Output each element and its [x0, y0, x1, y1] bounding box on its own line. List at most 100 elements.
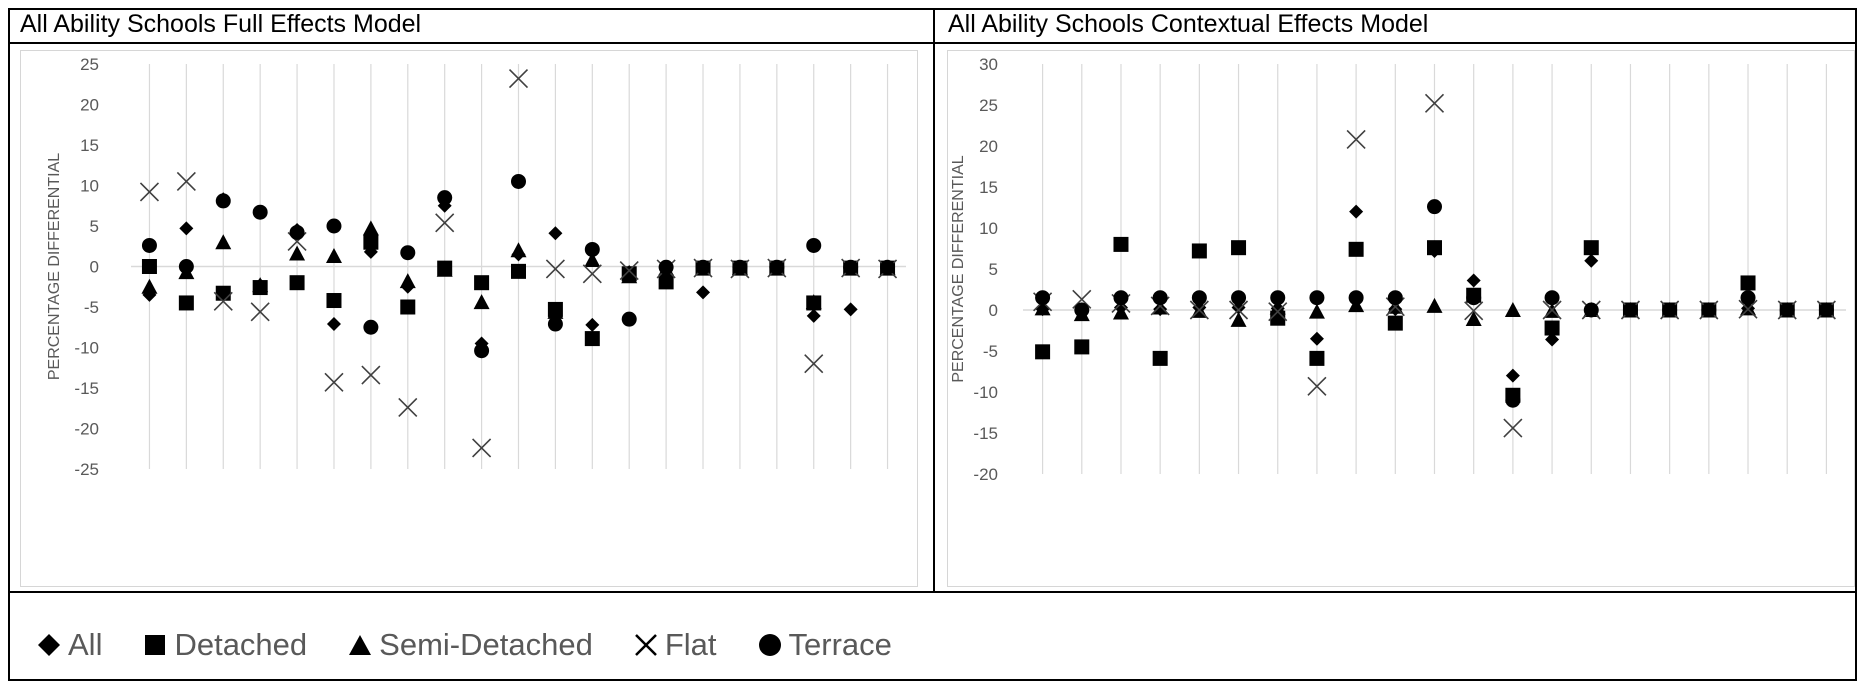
terrace-point	[1191, 290, 1207, 306]
left-chart-area: 25 20 15 10 5 0 -5 -10 -15 -20 -25 PERCENTAGE DIFFE…	[20, 50, 918, 587]
terrace-point	[178, 259, 194, 274]
terrace-point	[1152, 290, 1168, 306]
y-tick-label: 0	[989, 301, 998, 320]
y-axis-label: PERCENTAGE DIFFERENTIAL	[950, 155, 967, 382]
terrace-point	[215, 193, 231, 209]
terrace-point	[252, 204, 268, 220]
detached-point	[658, 274, 674, 290]
terrace-point	[141, 237, 157, 253]
terrace-point	[695, 259, 711, 275]
terrace-point	[1583, 302, 1599, 318]
flat-point	[1268, 302, 1288, 322]
terrace-point	[511, 173, 526, 189]
y-tick-label: 15	[979, 178, 998, 197]
semi-detached-point	[399, 273, 416, 289]
terrace-point	[584, 241, 600, 257]
flat-point	[1072, 289, 1092, 309]
legend: All Detached Semi-Detached Flat Terrace	[36, 620, 932, 670]
y-tick-label: -5	[84, 298, 99, 317]
y-tick-label: -20	[973, 465, 998, 484]
right-chart-svg: 30 25 20 15 10 5 0 -5 -10 -15 -20 PERCENTAGE DIFFER…	[950, 55, 1846, 484]
terrace-point	[1387, 290, 1403, 306]
legend-item-flat: Flat	[633, 627, 717, 663]
terrace-point	[1544, 290, 1560, 306]
all-point	[548, 226, 563, 241]
y-tick-label: 20	[979, 137, 998, 156]
detached-point	[363, 234, 379, 250]
flat-point	[213, 291, 233, 311]
all-point	[1231, 300, 1246, 315]
flat-point	[582, 264, 602, 284]
flat-point	[1464, 301, 1484, 321]
semi-detached-point	[805, 294, 822, 310]
y-axis-label: PERCENTAGE DIFFERENTIAL	[46, 153, 63, 380]
detached-point	[1191, 243, 1207, 259]
flat-point	[398, 397, 418, 418]
legend-item-semi-detached: Semi-Detached	[347, 627, 593, 663]
terrace-point	[1113, 290, 1129, 306]
detached-point	[326, 293, 342, 309]
detached-point	[1740, 275, 1756, 291]
legend-label: Semi-Detached	[379, 627, 593, 662]
y-tick-label: -15	[74, 379, 99, 398]
semi-detached-point	[1504, 302, 1521, 317]
flat-point	[472, 438, 492, 458]
semi-detached-point	[215, 234, 232, 250]
legend-item-all: All	[36, 627, 102, 663]
terrace-point	[1231, 290, 1247, 306]
semi-detached-point	[1230, 311, 1247, 327]
left-chart-svg: 25 20 15 10 5 0 -5 -10 -15 -20 -25 PERCENTAGE DIFFE…	[46, 55, 906, 479]
flat-point	[1503, 418, 1523, 438]
terrace-point	[1662, 302, 1678, 318]
terrace-point	[437, 190, 453, 206]
flat-point	[619, 260, 639, 281]
all-point	[1584, 253, 1599, 268]
detached-point	[1035, 344, 1051, 360]
flat-point	[1228, 300, 1249, 320]
flat-point	[1738, 299, 1758, 319]
all-point	[806, 308, 821, 323]
terrace-point	[1505, 392, 1521, 408]
all-point	[1505, 368, 1520, 383]
right-chart-area: 30 25 20 15 10 5 0 -5 -10 -15 -20 PERCENTAGE DIFFER…	[947, 50, 1855, 587]
legend-label: Terrace	[788, 627, 892, 662]
terrace-point	[1074, 302, 1090, 318]
all-point	[843, 302, 858, 317]
y-tick-label: -25	[74, 460, 99, 479]
y-tick-label: -10	[973, 383, 998, 402]
terrace-point	[400, 245, 416, 261]
y-tick-label: 5	[90, 217, 99, 236]
left-panel-title: All Ability Schools Full Effects Model	[20, 10, 422, 38]
terrace-point	[1466, 290, 1482, 306]
terrace-point	[880, 259, 896, 275]
terrace-point	[1622, 302, 1638, 318]
y-tick-label: 0	[90, 258, 99, 277]
detached-point	[289, 275, 305, 291]
terrace-point	[769, 259, 785, 275]
terrace-point	[363, 319, 379, 335]
terrace-point	[1270, 290, 1286, 306]
terrace-point	[1701, 302, 1717, 318]
all-point	[1545, 332, 1560, 347]
flat-point	[361, 365, 381, 385]
detached-point	[141, 259, 157, 274]
detached-point	[1387, 315, 1403, 331]
flat-point	[1189, 300, 1209, 320]
semi-detached-point	[1308, 303, 1325, 319]
y-tick-label: 10	[979, 219, 998, 238]
detached-point	[511, 263, 526, 279]
square-marker-icon	[145, 635, 166, 655]
semi-detached-point	[1465, 311, 1482, 327]
flat-point	[545, 259, 565, 279]
semi-detached-point	[547, 303, 564, 319]
all-point	[585, 317, 600, 332]
detached-point	[1583, 240, 1599, 256]
flat-point	[508, 69, 529, 89]
semi-detached-point	[1269, 299, 1286, 315]
semi-detached-point	[584, 252, 601, 268]
legend-label: All	[68, 627, 103, 662]
detached-point	[1113, 236, 1129, 252]
detached-point	[1309, 350, 1325, 366]
semi-detached-point	[621, 268, 638, 284]
detached-point	[215, 285, 231, 301]
